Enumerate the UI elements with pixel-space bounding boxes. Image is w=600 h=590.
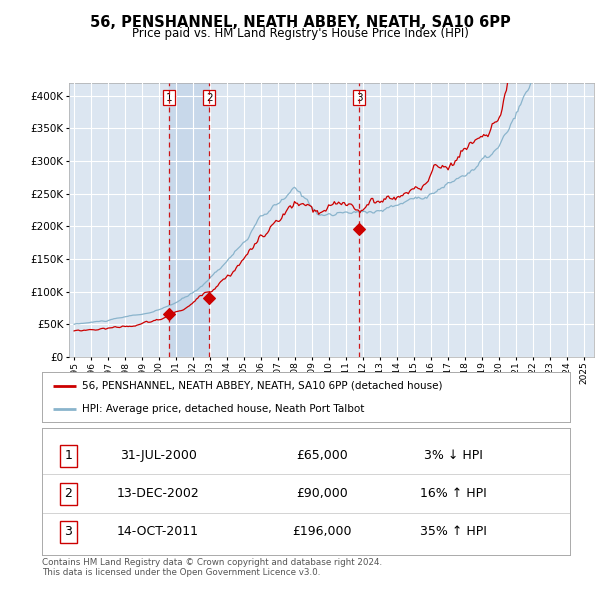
Point: [355, 224, 364, 234]
Text: 3: 3: [64, 525, 73, 538]
Text: 13-DEC-2002: 13-DEC-2002: [117, 487, 200, 500]
Text: 56, PENSHANNEL, NEATH ABBEY, NEATH, SA10 6PP: 56, PENSHANNEL, NEATH ABBEY, NEATH, SA10…: [89, 15, 511, 30]
Point: [205, 293, 214, 303]
Text: 35% ↑ HPI: 35% ↑ HPI: [421, 525, 487, 538]
Text: 2: 2: [206, 93, 212, 103]
Text: 3: 3: [356, 93, 362, 103]
Text: Price paid vs. HM Land Registry's House Price Index (HPI): Price paid vs. HM Land Registry's House …: [131, 27, 469, 40]
Point: [164, 310, 174, 319]
Text: 16% ↑ HPI: 16% ↑ HPI: [421, 487, 487, 500]
Text: 3% ↓ HPI: 3% ↓ HPI: [424, 449, 483, 462]
Text: 2: 2: [64, 487, 73, 500]
Text: 1: 1: [64, 449, 73, 462]
Text: 56, PENSHANNEL, NEATH ABBEY, NEATH, SA10 6PP (detached house): 56, PENSHANNEL, NEATH ABBEY, NEATH, SA10…: [82, 381, 442, 391]
Text: 14-OCT-2011: 14-OCT-2011: [117, 525, 199, 538]
Text: 1: 1: [166, 93, 172, 103]
Text: £65,000: £65,000: [296, 449, 348, 462]
Bar: [169, 83, 209, 357]
Text: 31-JUL-2000: 31-JUL-2000: [120, 449, 197, 462]
Text: Contains HM Land Registry data © Crown copyright and database right 2024.
This d: Contains HM Land Registry data © Crown c…: [42, 558, 382, 577]
Text: £196,000: £196,000: [292, 525, 352, 538]
Text: HPI: Average price, detached house, Neath Port Talbot: HPI: Average price, detached house, Neat…: [82, 404, 364, 414]
Text: £90,000: £90,000: [296, 487, 348, 500]
